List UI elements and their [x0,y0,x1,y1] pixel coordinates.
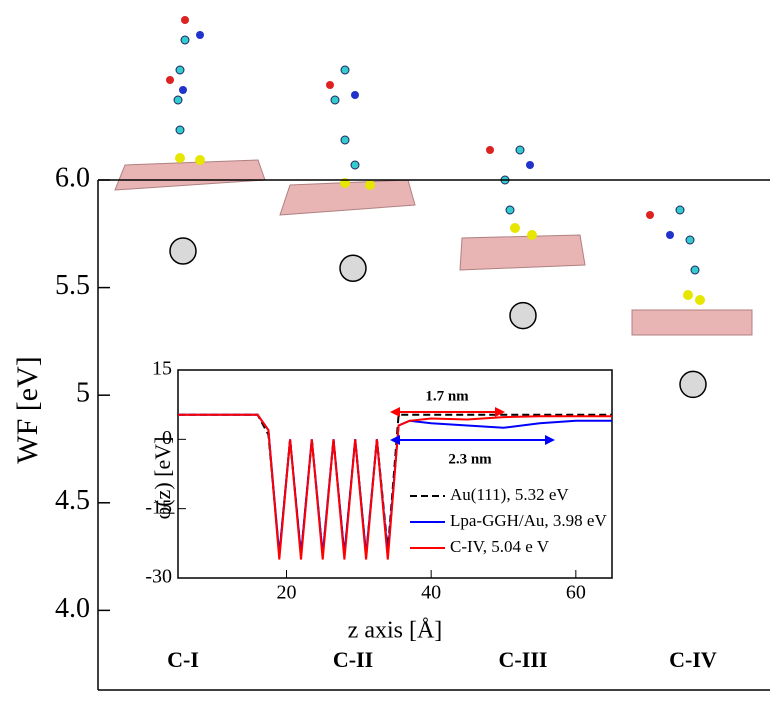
y-tick-label: -15 [145,496,172,518]
x-tick-label: 60 [566,582,586,604]
y-tick-label: 15 [152,358,172,380]
x-tick-label: C-III [499,647,548,672]
arrow-head [390,407,400,417]
inset-x-axis-label: z axis [Å] [348,618,443,644]
y-tick-label: -30 [145,566,172,588]
legend-label: Lpa-GGH/Au, 3.98 eV [450,511,607,530]
arrow-head [495,407,505,417]
molecule-illustrations [114,16,753,336]
arrow-head [390,435,400,445]
x-tick-label: 20 [277,582,297,604]
x-tick-label: C-II [333,647,373,672]
annotation: 1.7 nm [425,388,469,404]
point [339,254,367,282]
y-tick-label: 5 [76,378,90,409]
x-tick-label: C-IV [669,647,717,672]
point [169,237,197,265]
arrow-head [545,435,555,445]
legend-label: Au(111), 5.32 eV [450,485,569,504]
y-tick-label: 6.0 [55,162,90,193]
x-tick-label: C-I [167,647,199,672]
series-line [178,413,612,560]
annotation: 2.3 nm [448,451,492,467]
point [679,370,707,399]
y-tick-label: 0 [162,427,172,449]
legend-label: C-IV, 5.04 e V [450,537,550,556]
y-axis-label: WF [eV] [11,356,44,463]
x-tick-label: 40 [421,582,441,604]
y-tick-label: 4.5 [55,485,90,516]
inset-y-axis-label: φ(z) [eV] [150,437,175,520]
point [509,301,537,330]
y-tick-label: 5.5 [55,270,90,301]
y-tick-label: 4.0 [55,593,90,624]
